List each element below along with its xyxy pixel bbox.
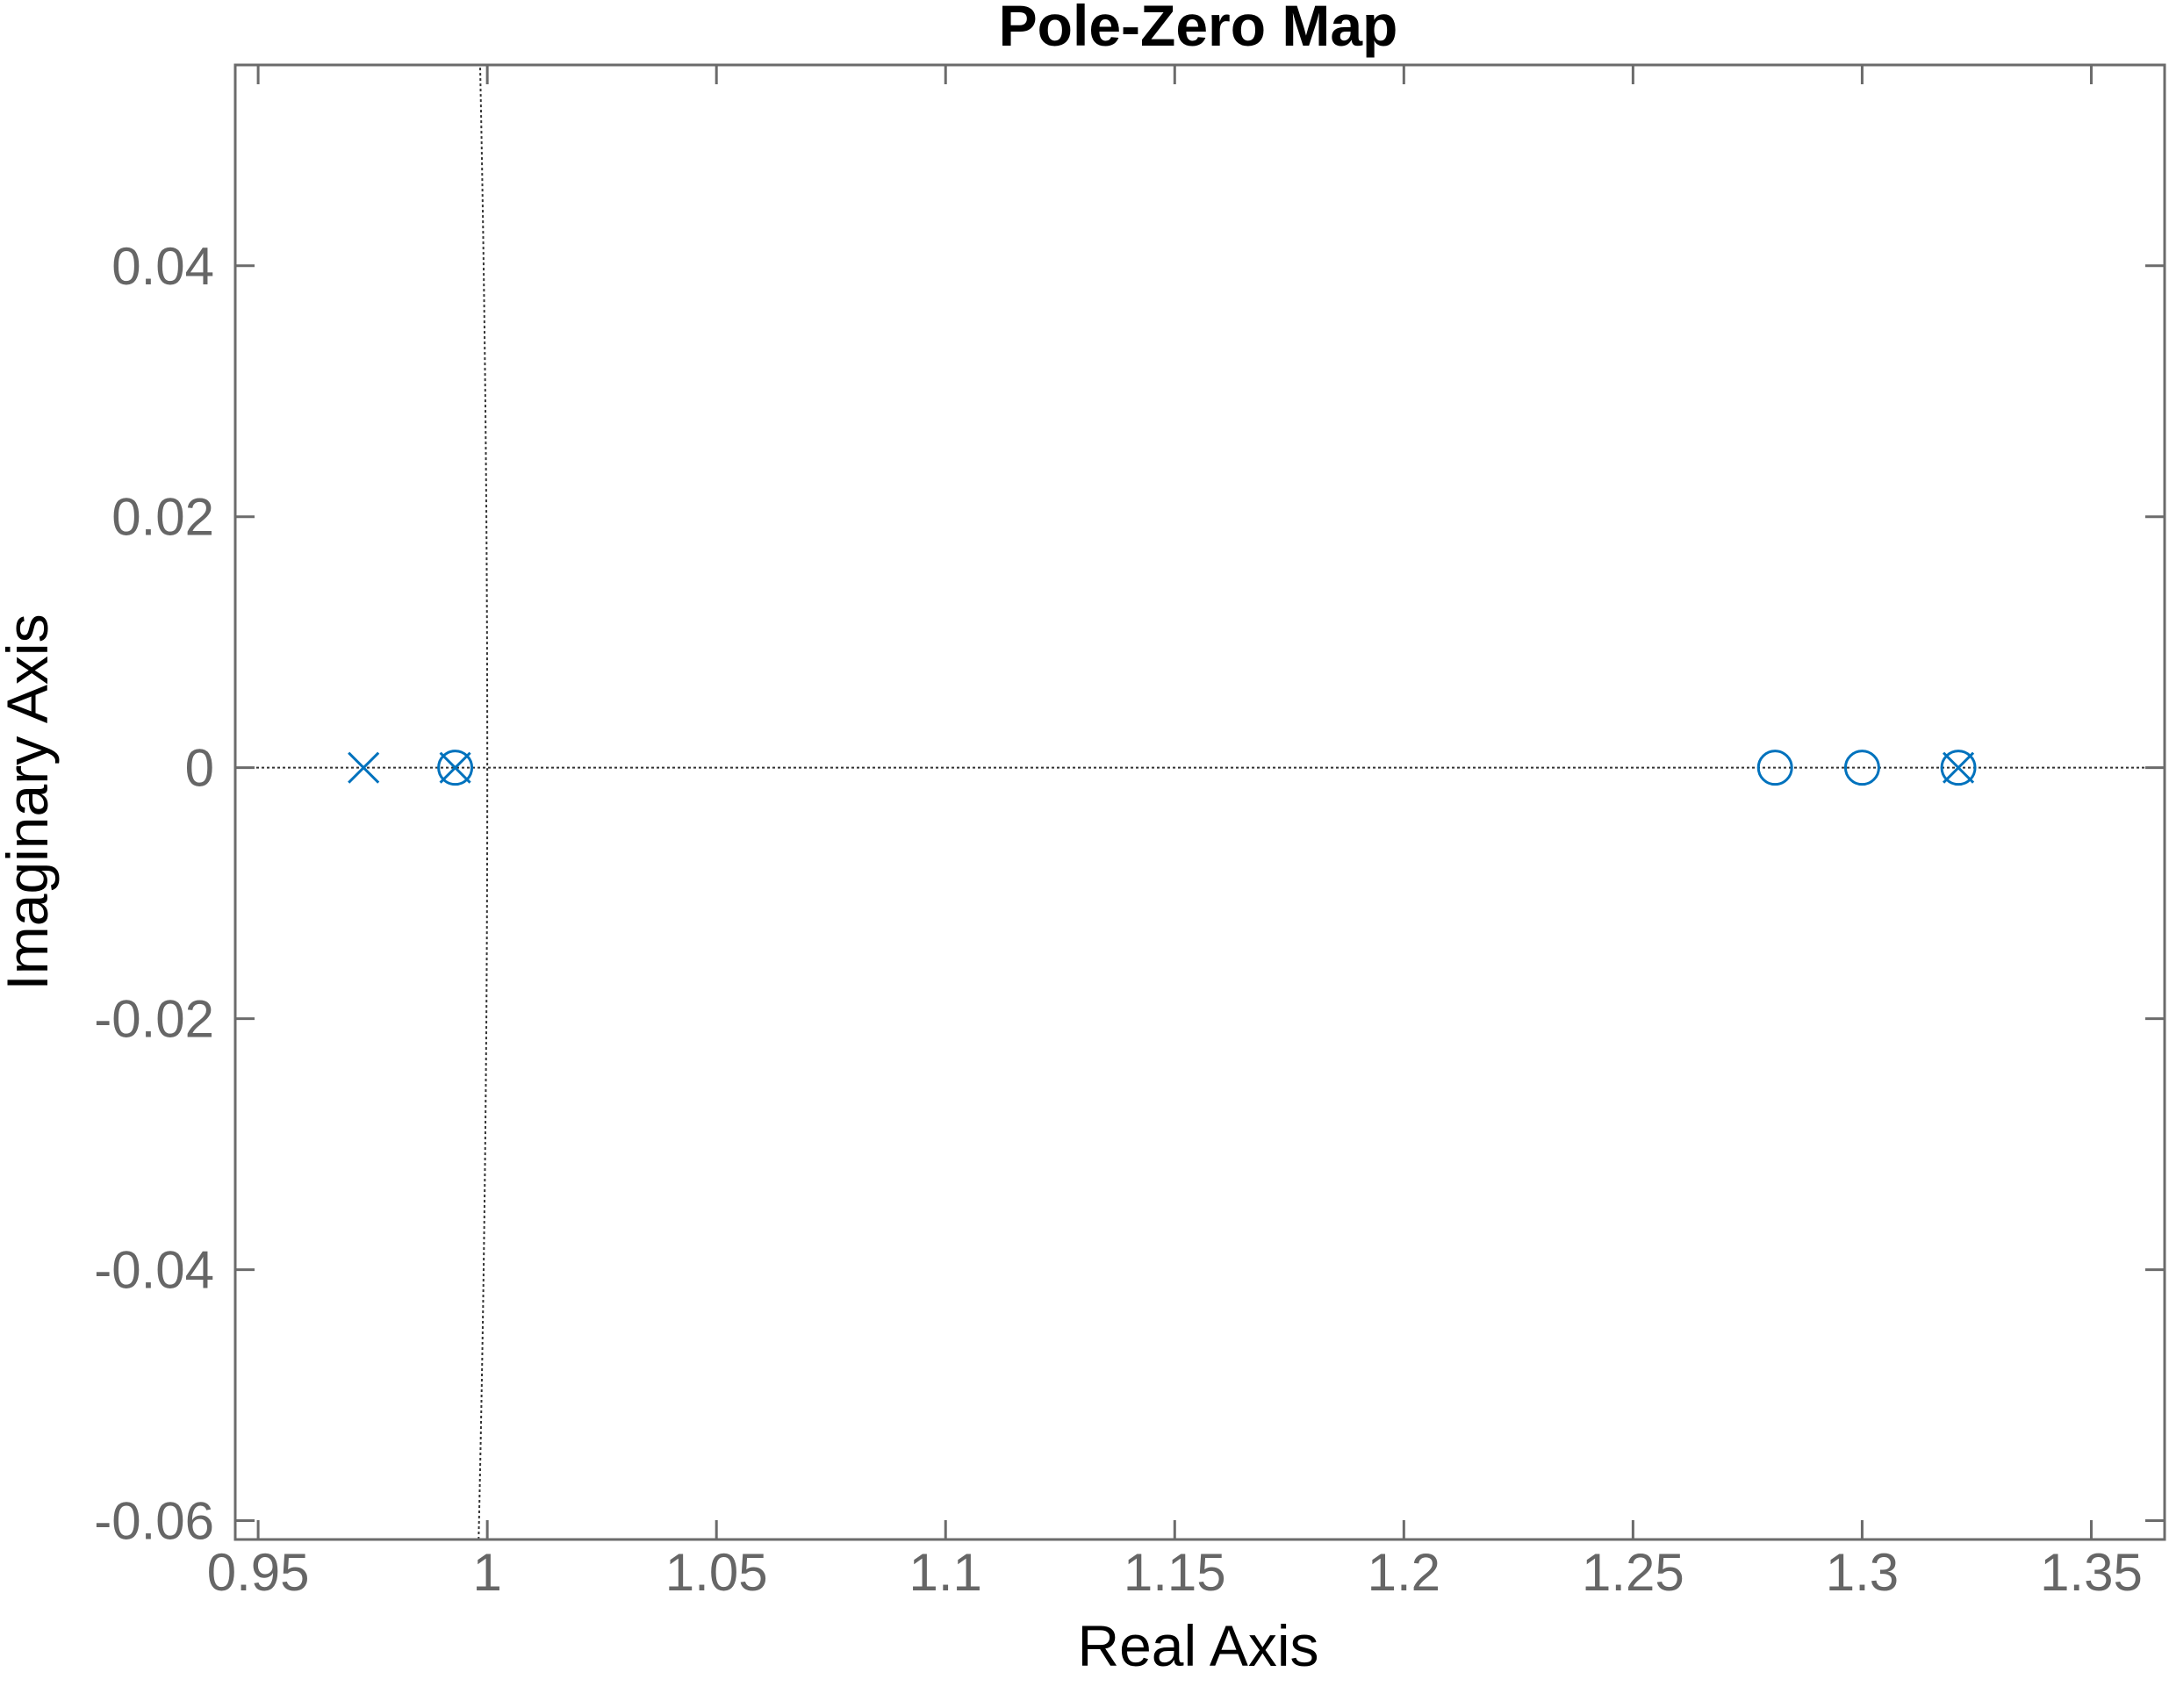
zero-marker (437, 750, 474, 786)
x-tick-label: 1.1 (909, 1543, 982, 1602)
x-tick-label: 1 (472, 1543, 501, 1602)
x-tick-label: 1.2 (1368, 1543, 1440, 1602)
plot-area-frame (233, 63, 2166, 1541)
y-tick-label: 0.02 (111, 488, 214, 547)
pole-marker (1942, 751, 1975, 784)
x-tick-label: 1.3 (1826, 1543, 1899, 1602)
zero-marker (1843, 750, 1880, 786)
pole-marker (439, 751, 471, 784)
y-tick-label: 0.04 (111, 237, 214, 296)
x-axis-label: Real Axis (1077, 1613, 1318, 1678)
y-tick-label: 0 (185, 739, 214, 798)
x-tick-label: 1.35 (2040, 1543, 2143, 1602)
y-axis-label: Imaginary Axis (0, 614, 60, 990)
chart-title: Pole-Zero Map (999, 0, 1398, 58)
x-tick-label: 0.95 (207, 1543, 310, 1602)
unit-circle-line (478, 64, 489, 1540)
y-tick-label: -0.02 (94, 990, 214, 1049)
x-tick-label: 1.05 (665, 1543, 768, 1602)
x-tick-label: 1.25 (1582, 1543, 1684, 1602)
pole-marker (348, 751, 380, 784)
y-tick-label: -0.06 (94, 1492, 214, 1551)
markers (348, 750, 1977, 786)
axis-ticks: 0.95 1 1.05 1.1 1.15 1.2 1.25 1.3 1.35 -0.06 -0.04… (94, 65, 2165, 1602)
y-tick-label: -0.04 (94, 1241, 214, 1300)
x-tick-label: 1.15 (1124, 1543, 1226, 1602)
reference-lines (235, 64, 2165, 1540)
zero-marker (1940, 750, 1977, 786)
zero-marker (1756, 750, 1793, 786)
